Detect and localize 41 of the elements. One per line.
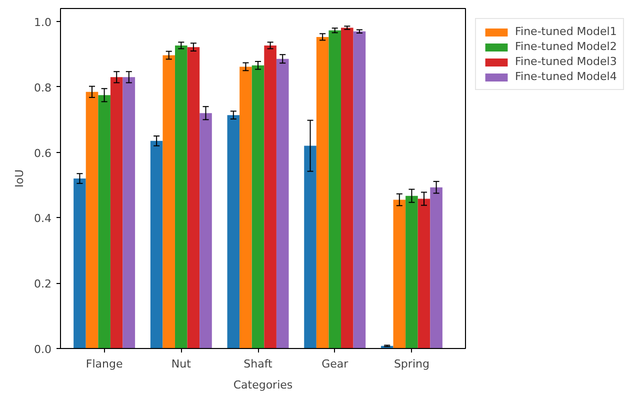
bar [110,77,123,348]
y-axis-title: IoU [13,169,26,188]
legend-label: Fine-tuned Model4 [515,70,617,83]
bar [406,196,418,348]
bar [393,200,406,348]
bar [316,36,329,348]
bar [187,47,200,348]
legend-label: Fine-tuned Model1 [515,25,617,38]
y-tick-label: 0.6 [34,146,52,160]
bar [276,58,289,348]
bar [240,66,252,348]
bar [304,146,316,348]
y-tick-label: 0.0 [34,343,52,356]
bar [200,113,212,348]
y-tick-label: 0.8 [34,81,52,94]
x-tick-label: Spring [394,358,430,370]
bar [430,187,442,348]
bar [264,45,276,348]
legend-label: Fine-tuned Model2 [515,40,617,53]
bar [98,95,110,348]
bar [328,30,342,348]
x-tick-label: Gear [322,358,349,370]
bar [227,115,240,348]
x-tick-label: Shaft [244,358,274,370]
bar [150,140,163,348]
x-tick-label: Nut [171,358,192,370]
bar [122,77,136,348]
legend-label: Fine-tuned Model3 [515,55,617,68]
x-axis-title: Categories [233,378,293,392]
bar [175,45,188,348]
bar [353,31,366,348]
bar [162,55,176,348]
bar [341,28,354,348]
x-tick-label: Flange [86,358,123,370]
y-tick-label: 1.0 [34,16,52,30]
y-tick-label: 0.4 [34,212,52,226]
bar [74,178,86,348]
bar [86,92,98,348]
bar [418,198,430,348]
y-tick-label: 0.2 [34,278,52,291]
bar [252,65,264,348]
